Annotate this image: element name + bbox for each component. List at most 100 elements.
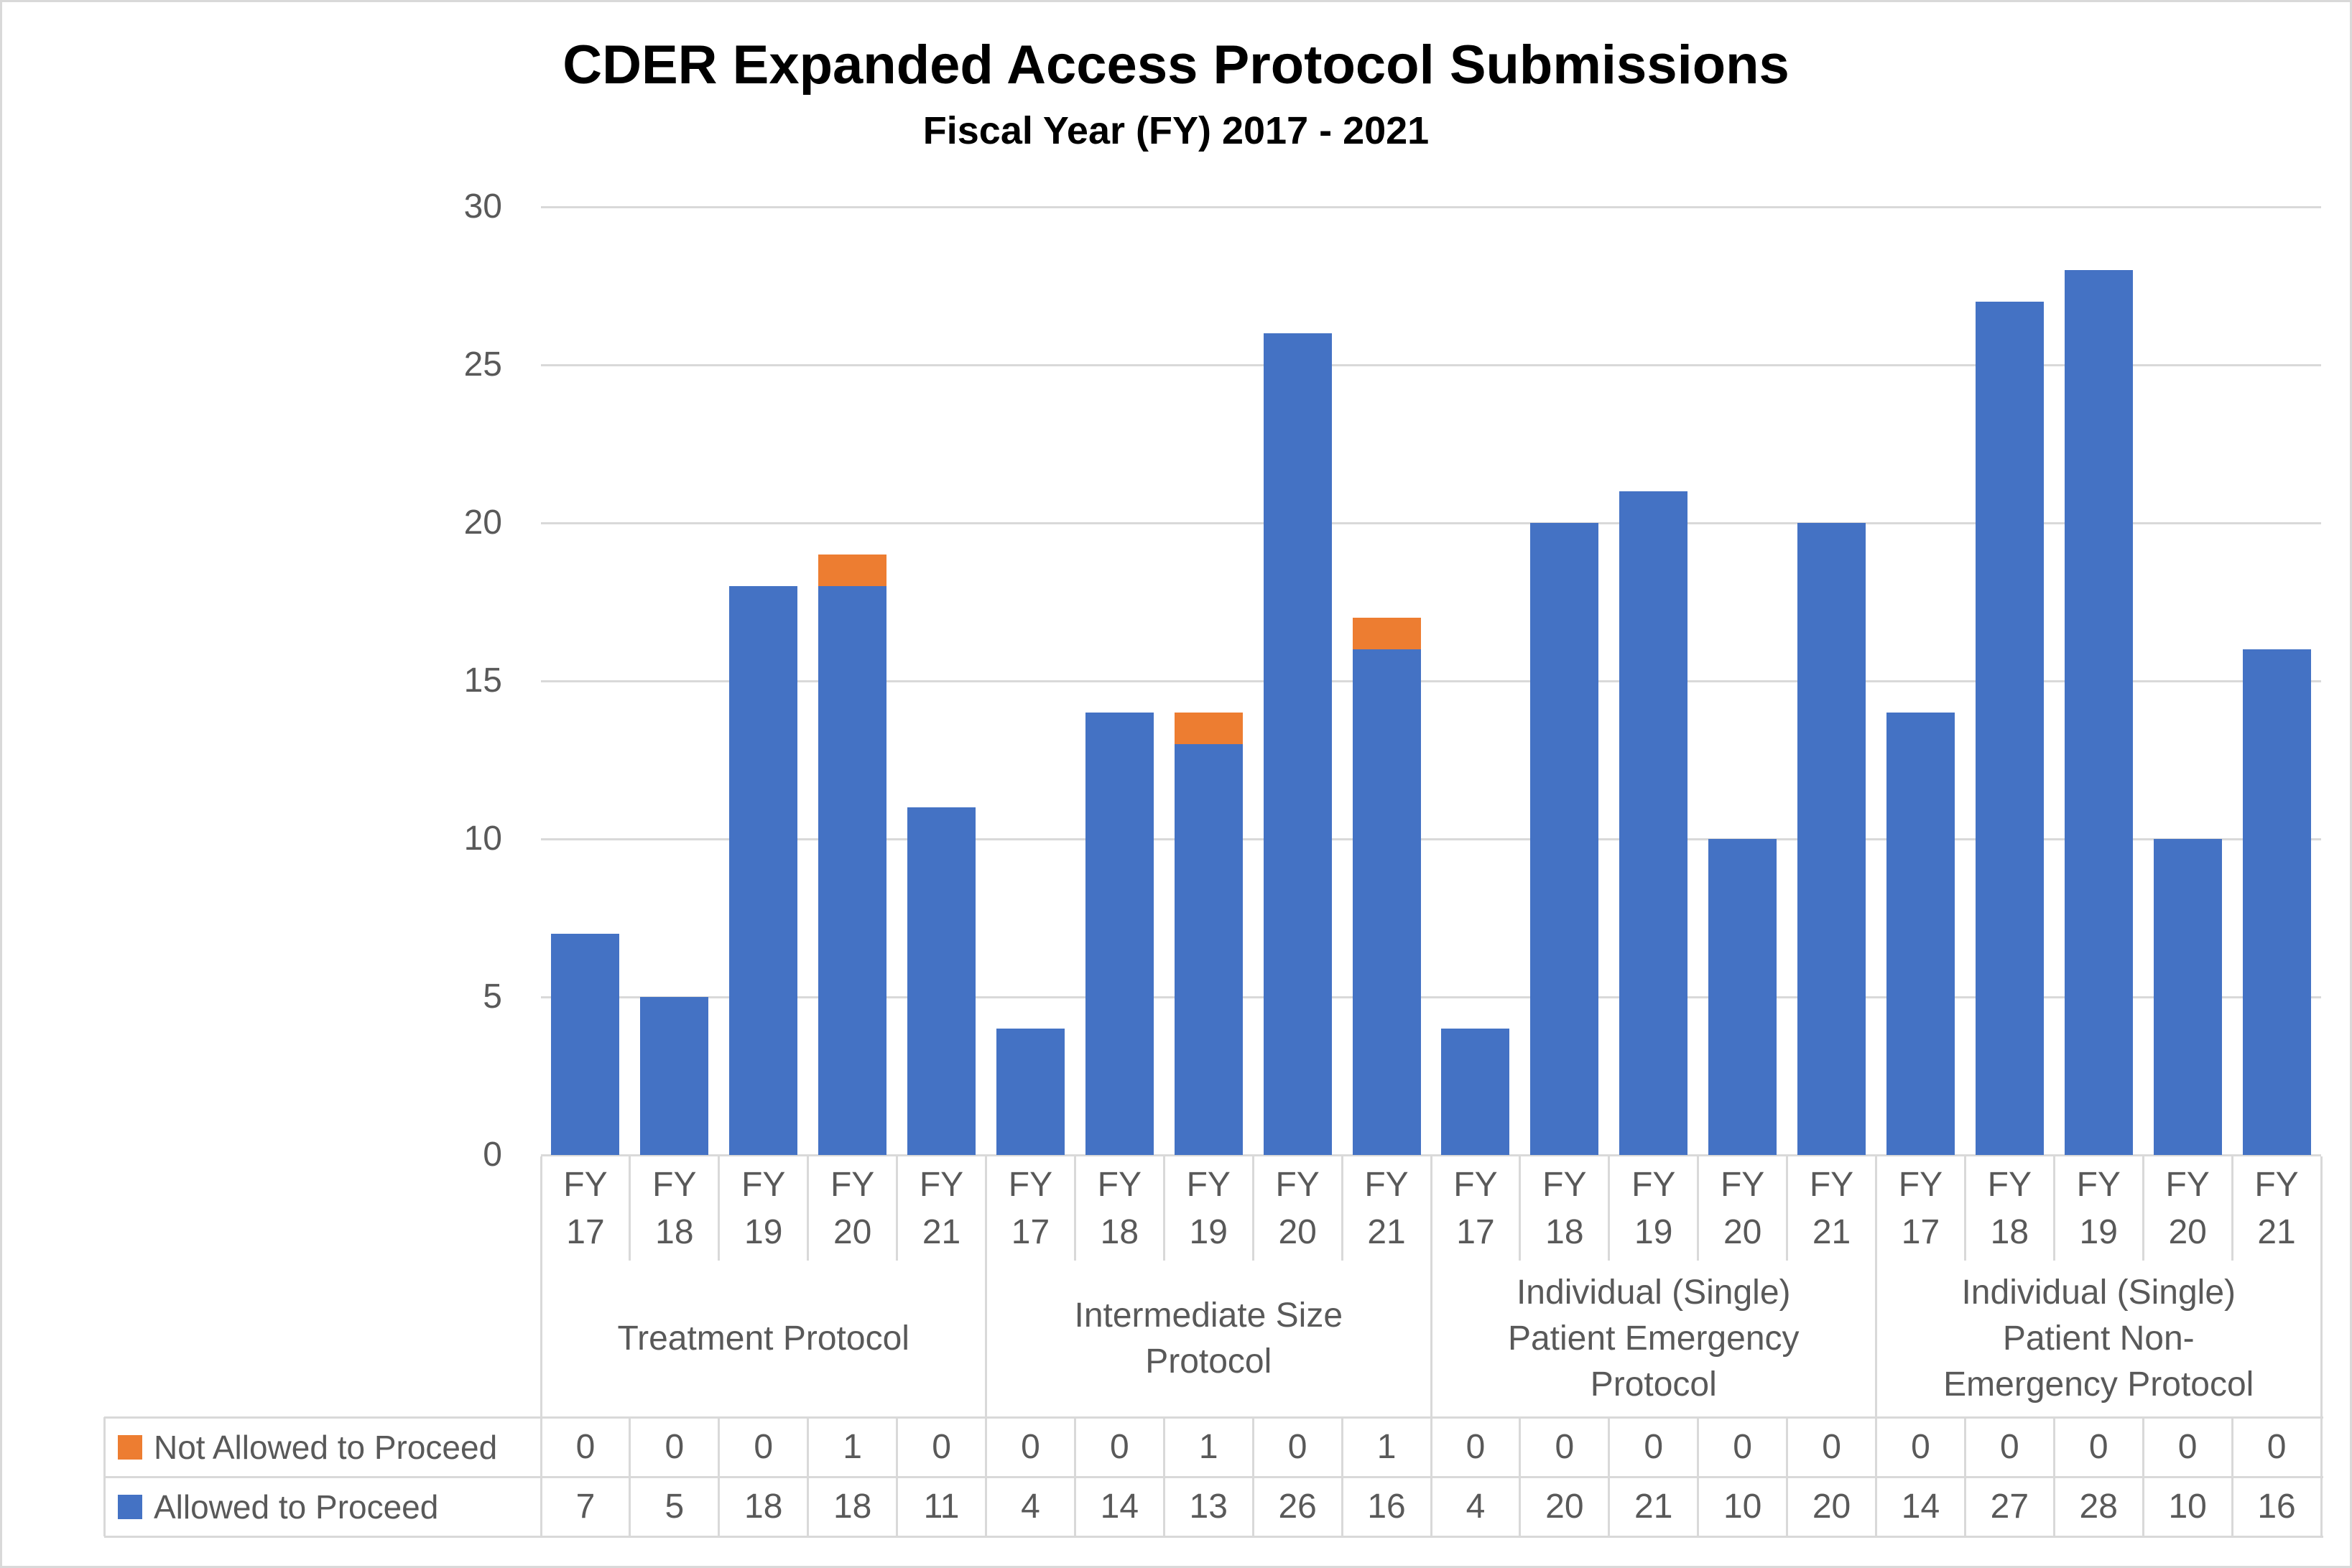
axis-fy-separator [1786,1156,1789,1261]
fy-label-year: 17 [1456,1212,1495,1251]
bar-allowed-segment [1708,839,1777,1155]
gridline [541,838,2321,840]
x-axis-fy-label: FY 21 [897,1156,986,1261]
fy-label-year: 17 [1011,1212,1050,1251]
fy-label-prefix: FY [652,1165,697,1204]
table-vertical-border [1608,1417,1611,1536]
table-vertical-border [1162,1417,1165,1536]
fy-label-year: 20 [1723,1212,1762,1251]
legend-label: Allowed to Proceed [154,1488,439,1526]
fy-label-prefix: FY [1898,1165,1943,1204]
axis-group-separator [1430,1156,1432,1417]
axis-group-separator [1875,1156,1877,1417]
table-vertical-border [1341,1417,1343,1536]
x-axis-fy-label: FY 18 [630,1156,719,1261]
fy-label-prefix: FY [1720,1165,1765,1204]
table-horizontal-border [104,1535,2323,1538]
x-axis-fy-label: FY 17 [1876,1156,1966,1261]
table-vertical-border [2142,1417,2144,1536]
table-vertical-border [2231,1417,2233,1536]
table-value-cell: 4 [1466,1488,1486,1526]
table-value-cell: 0 [932,1428,951,1466]
table-vertical-border [629,1417,631,1536]
fy-label-year: 21 [1812,1212,1851,1251]
axis-group-separator [2320,1156,2323,1417]
bar-allowed-segment [2242,649,2311,1155]
x-axis-fy-label: FY 21 [2232,1156,2321,1261]
table-vertical-border [1251,1417,1254,1536]
chart-title: CDER Expanded Access Protocol Submission… [562,34,1790,96]
fy-label-prefix: FY [1631,1165,1676,1204]
fy-label-prefix: FY [1809,1165,1854,1204]
table-value-cell: 14 [1901,1488,1940,1526]
fy-label-prefix: FY [919,1165,964,1204]
table-value-cell: 27 [1990,1488,2029,1526]
fy-label-prefix: FY [1186,1165,1231,1204]
axis-fy-separator [896,1156,899,1261]
table-horizontal-border [104,1416,2323,1419]
fy-label-year: 17 [1901,1212,1940,1251]
x-axis-fy-label: FY 18 [1075,1156,1164,1261]
bar-allowed-segment [640,997,709,1155]
table-vertical-border [2052,1417,2055,1536]
fy-label-prefix: FY [1097,1165,1142,1204]
axis-fy-separator [1341,1156,1343,1261]
table-value-cell: 0 [1109,1428,1129,1466]
fy-label-prefix: FY [1542,1165,1587,1204]
x-axis-group-label: Intermediate Size Protocol [1074,1296,1343,1381]
legend-swatch-allowed [118,1494,142,1519]
table-value-cell: 0 [2088,1428,2108,1466]
fy-label-prefix: FY [741,1165,786,1204]
bar-allowed-segment [1263,333,1332,1155]
table-value-cell: 0 [754,1428,774,1466]
bar-allowed-segment [729,586,798,1155]
table-vertical-border [540,1417,542,1536]
fy-label-year: 20 [1278,1212,1317,1251]
fy-label-year: 19 [1189,1212,1228,1251]
x-axis-group-label: Individual (Single) Patient Non- Emergen… [1943,1274,2254,1404]
fy-label-year: 18 [1100,1212,1139,1251]
fy-label-year: 18 [1545,1212,1584,1251]
legend-cell: Allowed to Proceed [106,1477,539,1536]
axis-fy-separator [2231,1156,2233,1261]
table-value-cell: 0 [1287,1428,1307,1466]
table-value-cell: 0 [1466,1428,1486,1466]
table-vertical-border [718,1417,721,1536]
axis-fy-separator [718,1156,721,1261]
axis-fy-separator [1073,1156,1076,1261]
x-axis-fy-label: FY 18 [1965,1156,2054,1261]
x-axis-fy-label: FY 19 [2054,1156,2143,1261]
y-axis-tick-label: 20 [463,504,502,542]
fy-label-prefix: FY [1008,1165,1053,1204]
x-axis-fy-label: FY 20 [1698,1156,1787,1261]
table-value-cell: 18 [833,1488,872,1526]
table-vertical-border [103,1417,106,1536]
gridline [541,1154,2321,1156]
fy-label-year: 21 [922,1212,961,1251]
x-axis-fy-label: FY 17 [1431,1156,1520,1261]
x-axis-fy-label: FY 19 [1164,1156,1253,1261]
legend-cell: Not Allowed to Proceed [106,1417,539,1477]
table-value-cell: 13 [1189,1488,1228,1526]
fy-label-prefix: FY [1987,1165,2032,1204]
table-value-cell: 14 [1100,1488,1139,1526]
bar-allowed-segment [1441,1029,1510,1155]
fy-label-year: 20 [833,1212,872,1251]
table-vertical-border [1073,1417,1076,1536]
fy-label-year: 20 [2168,1212,2207,1251]
y-axis-tick-label: 15 [463,662,502,700]
table-value-cell: 0 [1822,1428,1841,1466]
axis-fy-separator [807,1156,810,1261]
axis-fy-separator [1697,1156,1700,1261]
axis-fy-separator [1519,1156,1522,1261]
table-value-cell: 16 [1367,1488,1406,1526]
table-vertical-border [1786,1417,1789,1536]
x-axis-fy-label: FY 18 [1520,1156,1609,1261]
table-horizontal-border [104,1475,2323,1478]
table-vertical-border [1519,1417,1522,1536]
table-value-cell: 0 [1555,1428,1575,1466]
table-value-cell: 20 [1812,1488,1851,1526]
bar-not-allowed-segment [1174,713,1243,744]
y-axis-tick-label: 10 [463,820,502,858]
y-axis-tick-label: 25 [463,345,502,384]
